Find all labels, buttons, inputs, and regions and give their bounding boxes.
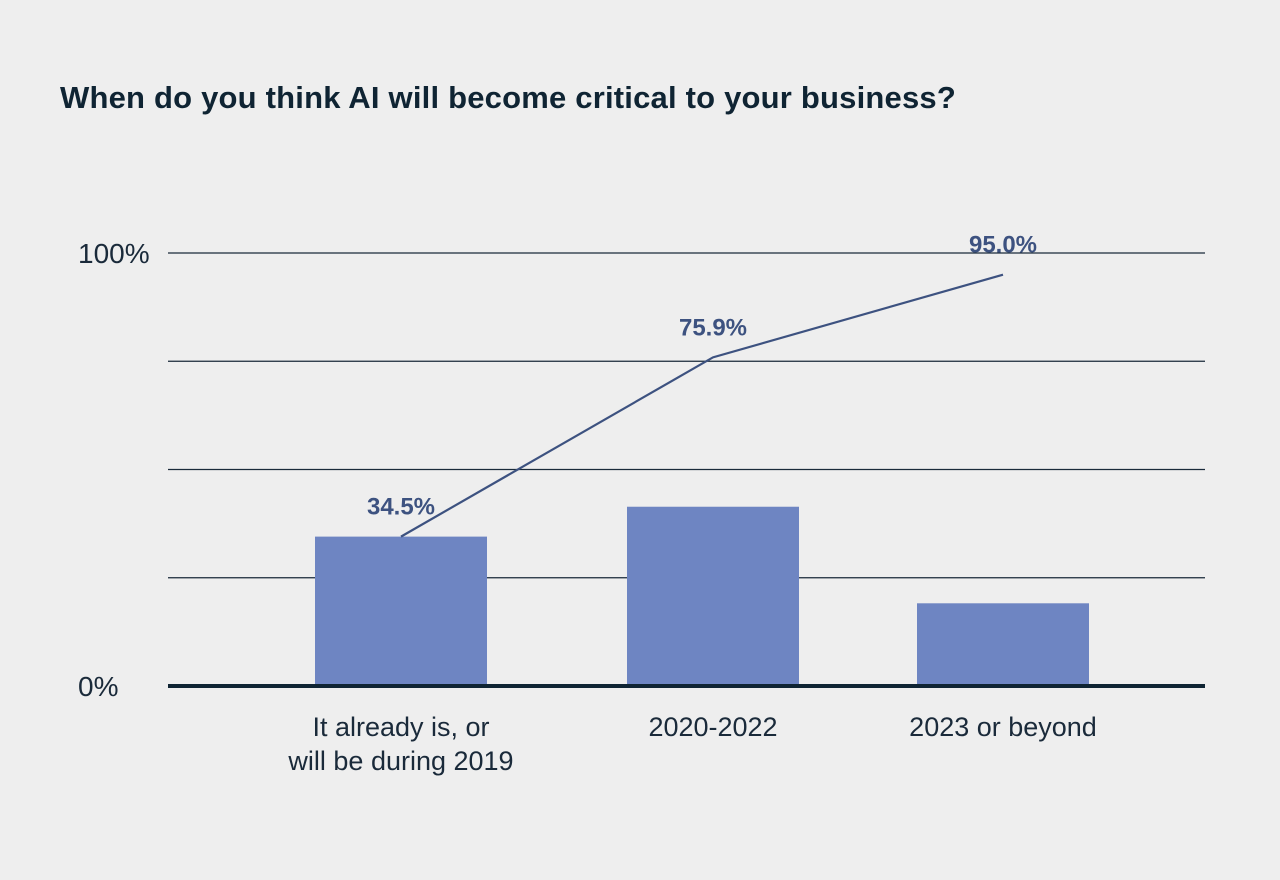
bar [917,603,1089,686]
chart-title: When do you think AI will become critica… [60,80,956,115]
cumulative-line [400,273,1004,538]
bar [315,536,487,686]
y-tick-label: 0% [78,671,118,702]
bar [627,506,799,686]
line-data-label: 34.5% [367,494,435,521]
x-category-label: 2023 or beyond [909,712,1097,742]
line-data-label: 95.0% [969,232,1037,259]
x-category-label: It already is, or [312,712,489,742]
x-category-label: 2020-2022 [648,712,777,742]
line-data-label: 75.9% [679,314,747,341]
x-category-label: will be during 2019 [287,746,513,776]
y-tick-label: 100% [78,238,150,269]
